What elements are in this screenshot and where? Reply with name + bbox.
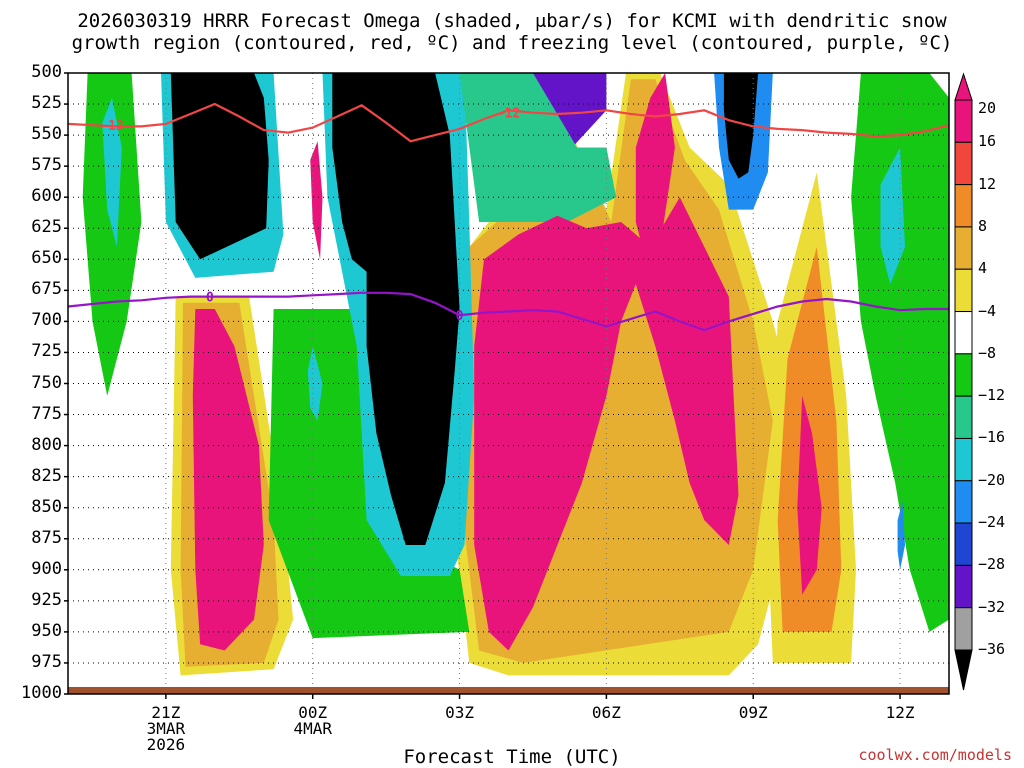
halo-teal-upper	[459, 73, 617, 222]
colorbar-label: −24	[978, 513, 1006, 532]
colorbar-swatch	[954, 99, 973, 143]
freezing-level-contour	[68, 291, 949, 332]
freezing-label-left: 0	[206, 291, 214, 306]
y-tick-label: 650	[31, 248, 62, 269]
y-tick-label: 675	[31, 279, 62, 300]
y-tick-label: 975	[31, 651, 62, 672]
colorbar-label: −12	[978, 386, 1006, 405]
colorbar-label: −16	[978, 428, 1006, 447]
colorbar-label: −28	[978, 555, 1006, 574]
colorbar-label: −4	[978, 301, 997, 320]
y-tick-label: 900	[31, 558, 62, 579]
colorbar-arrow-top	[954, 72, 973, 101]
x-tick-label: 4MAR	[293, 719, 332, 738]
x-axis-label: Forecast Time (UTC)	[403, 746, 621, 768]
colorbar-swatch	[954, 268, 973, 313]
colorbar-label: −8	[978, 343, 997, 362]
colorbar-swatch	[954, 184, 973, 228]
colorbar-label: −20	[978, 470, 1006, 489]
dgz-label-right: -12	[497, 107, 520, 122]
colorbar-label: 8	[978, 216, 988, 235]
colorbar-swatch	[954, 311, 973, 355]
halo-green-right	[851, 73, 949, 632]
black-column-center	[332, 73, 460, 545]
chart-title-line-2: growth region (contoured, red, ºC) and f…	[71, 32, 953, 54]
chart-title-line-1: 2026030319 HRRR Forecast Omega (shaded, …	[77, 10, 947, 32]
halo-green-left	[82, 73, 142, 396]
black-column-right	[723, 73, 759, 179]
y-tick-label: 850	[31, 496, 62, 517]
colorbar-swatch	[954, 353, 973, 397]
y-tick-label: 500	[31, 62, 62, 82]
y-tick-label: 925	[31, 589, 62, 610]
colorbar-swatch	[954, 564, 973, 609]
site-credit: coolwx.com/models	[858, 746, 1012, 764]
colorbar-swatch	[954, 480, 973, 524]
ground-strip	[68, 687, 949, 694]
colorbar-swatch	[954, 141, 973, 186]
pink-core-upper-mid	[635, 73, 675, 260]
colorbar-label: 12	[978, 174, 997, 193]
y-tick-label: 550	[31, 124, 62, 145]
colorbar-arrow-bottom	[954, 649, 973, 691]
x-tick-label: 06Z	[591, 703, 621, 722]
dgz-minus12-contour	[68, 102, 949, 143]
colorbar-swatch	[954, 226, 973, 270]
x-tick-label: 3MAR	[146, 719, 186, 738]
x-tick-label: 12Z	[885, 703, 915, 722]
y-tick-label: 525	[31, 93, 62, 114]
y-tick-label: 775	[31, 403, 62, 424]
y-tick-label: 725	[31, 341, 62, 362]
y-tick-label: 700	[31, 310, 62, 331]
freezing-label-right: 0	[456, 309, 464, 324]
x-tick-label: 09Z	[738, 703, 768, 722]
y-tick-label: 575	[31, 155, 62, 176]
colorbar-swatch	[954, 607, 973, 651]
y-tick-label: 800	[31, 434, 62, 455]
colorbar	[954, 72, 973, 691]
y-tick-label: 600	[31, 186, 62, 207]
colorbar-label: 4	[978, 259, 988, 278]
colorbar-label: −36	[978, 640, 1006, 658]
colorbar-swatch	[954, 522, 973, 566]
blue-core-12z	[897, 501, 905, 570]
cyan-core-left	[102, 97, 122, 247]
x-tick-label: 2026	[146, 735, 186, 754]
y-tick-label: 750	[31, 372, 62, 393]
x-tick-label: 03Z	[445, 703, 474, 722]
y-tick-label: 875	[31, 527, 62, 548]
pink-sliver-midnight	[310, 141, 323, 260]
dgz-label-left: -12	[100, 119, 123, 134]
black-column-left	[170, 73, 269, 260]
colorbar-swatch	[954, 437, 973, 482]
x-tick-label: 00Z	[298, 703, 328, 722]
y-tick-label: 825	[31, 465, 62, 486]
colorbar-label: 20	[978, 99, 997, 117]
y-tick-label: 950	[31, 620, 62, 641]
x-tick-label: 21Z	[151, 703, 181, 722]
pink-core-left	[192, 309, 264, 651]
cyan-core-midnight	[307, 346, 323, 421]
colorbar-swatch	[954, 395, 973, 439]
cyan-core-right	[880, 147, 905, 285]
y-tick-label: 1000	[21, 683, 62, 703]
colorbar-label: −32	[978, 597, 1006, 616]
colorbar-label: 16	[978, 132, 997, 151]
y-tick-label: 625	[31, 217, 62, 238]
